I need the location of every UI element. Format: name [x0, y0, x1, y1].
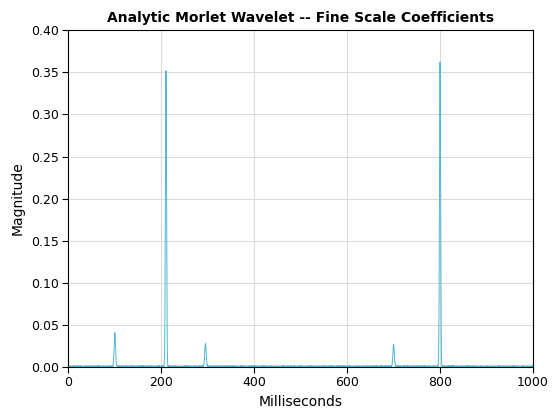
X-axis label: Milliseconds: Milliseconds [259, 395, 343, 409]
Y-axis label: Magnitude: Magnitude [11, 162, 25, 235]
Title: Analytic Morlet Wavelet -- Fine Scale Coefficients: Analytic Morlet Wavelet -- Fine Scale Co… [107, 11, 494, 25]
